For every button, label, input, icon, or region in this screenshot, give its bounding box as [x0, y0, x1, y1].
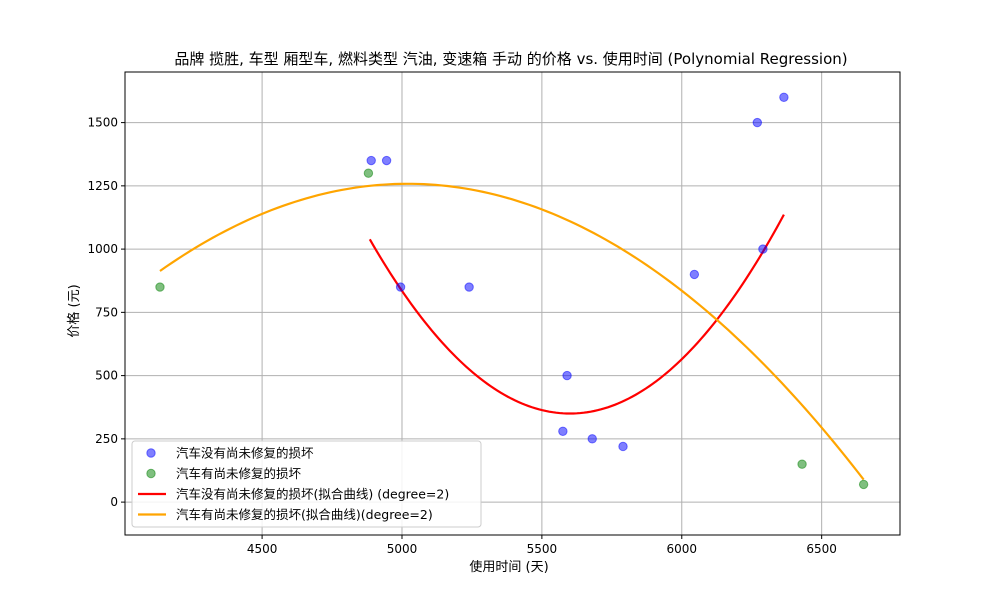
scatter-point — [587, 434, 597, 444]
x-axis-label: 使用时间 (天) — [469, 559, 548, 575]
scatter-point — [558, 426, 568, 436]
fit-curve-2 — [368, 214, 785, 415]
y-tick-label: 1500 — [87, 116, 118, 130]
scatter-point — [618, 441, 628, 452]
scatter-points — [155, 92, 869, 490]
fit-curve-3 — [159, 182, 865, 481]
legend-marker — [146, 448, 156, 458]
plot-frame — [124, 71, 901, 536]
scatter-point — [858, 479, 869, 490]
chart-title: 品牌 揽胜, 车型 厢型车, 燃料类型 汽油, 变速箱 手动 的价格 vs. 使… — [174, 50, 847, 68]
x-axis-ticks: 4500 5000 5500 6000 6500 — [247, 535, 837, 556]
fit-curves — [159, 182, 865, 481]
y-tick-label: 1000 — [87, 242, 118, 256]
x-tick-label: 5500 — [527, 542, 558, 556]
scatter-point — [381, 155, 392, 166]
y-tick-label: 250 — [95, 432, 118, 446]
x-tick-label: 5000 — [387, 542, 418, 556]
x-tick-label: 6000 — [666, 542, 697, 556]
legend-box — [131, 440, 482, 528]
scatter-point — [395, 282, 406, 292]
y-tick-label: 750 — [95, 305, 118, 319]
scatter-point — [797, 459, 807, 469]
y-axis-ticks: 0 250 500 750 1000 1250 1500 — [87, 116, 125, 509]
y-axis-label: 价格 (元) — [66, 284, 82, 337]
y-tick-label: 500 — [95, 369, 118, 383]
scatter-point — [758, 244, 768, 254]
x-tick-label: 6500 — [806, 542, 837, 556]
y-tick-label: 1250 — [87, 179, 118, 193]
legend-label: 汽车有尚未修复的损坏(拟合曲线)(degree=2) — [176, 507, 433, 522]
scatter-point — [689, 269, 700, 280]
scatter-point — [562, 370, 572, 381]
scatter-point — [155, 282, 165, 292]
legend-label: 汽车有尚未修复的损坏 — [176, 466, 302, 481]
scatter-point — [779, 92, 789, 103]
scatter-point — [752, 117, 763, 128]
scatter-point — [366, 155, 376, 166]
legend-marker — [146, 468, 156, 479]
x-tick-label: 4500 — [247, 542, 278, 556]
legend-label: 汽车没有尚未修复的损坏(拟合曲线) (degree=2) — [176, 487, 449, 502]
y-tick-label: 0 — [110, 495, 118, 509]
scatter-point — [363, 168, 374, 178]
legend-label: 汽车没有尚未修复的损坏 — [176, 446, 314, 461]
scatter-point — [464, 282, 474, 292]
